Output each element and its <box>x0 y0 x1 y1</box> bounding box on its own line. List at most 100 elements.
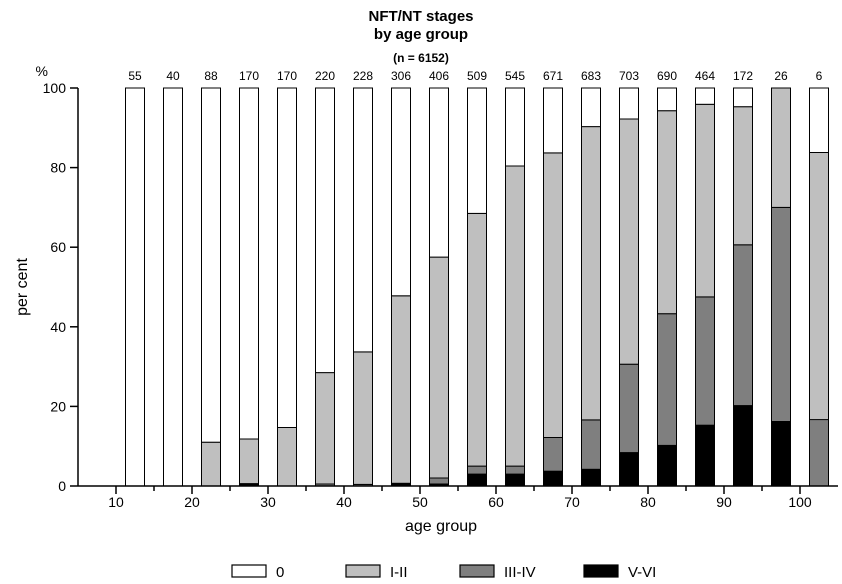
bar-segment-i-ii-13 <box>581 126 601 421</box>
bar-count-label: 170 <box>239 69 259 83</box>
legend-label: V-VI <box>628 564 656 581</box>
bar-count-label: 26 <box>774 69 788 83</box>
legend-swatch <box>459 564 495 578</box>
bar-segment-0-15 <box>657 87 677 112</box>
legend-label: 0 <box>276 564 284 581</box>
y-tick-label: 100 <box>43 80 67 96</box>
bar-segment-iii-iv-17 <box>733 244 753 407</box>
bar-count-label: 690 <box>657 69 677 83</box>
bar-segment-v-vi-13 <box>581 468 601 487</box>
legend-item-0: 0 <box>231 564 284 581</box>
bar-count-label: 172 <box>733 69 753 83</box>
bar-segment-0-3 <box>201 87 221 443</box>
bar-count-label: 40 <box>166 69 180 83</box>
x-tick-label: 10 <box>108 494 124 510</box>
bar-segment-iii-iv-19 <box>809 419 829 487</box>
bar-count-label: 88 <box>204 69 218 83</box>
bar-count-label: 509 <box>467 69 487 83</box>
legend-swatch <box>345 564 381 578</box>
bar-segment-iii-iv-16 <box>695 296 715 426</box>
bar-segment-v-vi-11 <box>505 473 525 487</box>
x-tick-label: 40 <box>336 494 352 510</box>
bar-count-label: 55 <box>128 69 142 83</box>
bar-segment-0-19 <box>809 87 829 153</box>
bar-segment-0-4 <box>239 87 259 440</box>
bar-count-label: 671 <box>543 69 563 83</box>
bar-count-label: 170 <box>277 69 297 83</box>
chart-subtitle: by age group <box>373 26 469 43</box>
sample-size-label: (n = 6152) <box>393 51 449 65</box>
bar-segment-0-6 <box>315 87 335 374</box>
legend-swatch <box>583 564 619 578</box>
x-tick-label: 90 <box>716 494 732 510</box>
bar-segment-i-ii-16 <box>695 103 715 298</box>
bar-count-label: 228 <box>353 69 373 83</box>
bar-segment-v-vi-18 <box>771 421 791 487</box>
bar-segment-i-ii-12 <box>543 152 563 438</box>
legend-label: I-II <box>390 564 408 581</box>
bar-segment-i-ii-18 <box>771 87 791 208</box>
bar-count-label: 703 <box>619 69 639 83</box>
bar-segment-v-vi-14 <box>619 452 639 487</box>
x-tick-label: 70 <box>564 494 580 510</box>
x-tick-label: 80 <box>640 494 656 510</box>
y-unit-label: % <box>36 63 48 79</box>
bar-count-label: 220 <box>315 69 335 83</box>
legend-label: III-IV <box>504 564 536 581</box>
x-axis-title: age group <box>405 518 477 535</box>
bar-segment-0-1 <box>125 87 145 487</box>
bar-count-label: 464 <box>695 69 715 83</box>
bar-segment-0-14 <box>619 87 639 120</box>
bar-count-label: 306 <box>391 69 411 83</box>
bar-segment-i-ii-5 <box>277 427 297 487</box>
bar-segment-i-ii-4 <box>239 438 259 485</box>
bar-segment-i-ii-11 <box>505 165 525 467</box>
bar-segment-0-2 <box>163 87 183 487</box>
y-tick-label: 80 <box>50 160 66 176</box>
bar-count-label: 683 <box>581 69 601 83</box>
x-tick-label: 50 <box>412 494 428 510</box>
bar-segment-0-13 <box>581 87 601 128</box>
bar-segment-0-5 <box>277 87 297 428</box>
bar-segment-0-10 <box>467 87 487 214</box>
bar-count-label: 545 <box>505 69 525 83</box>
x-tick-label: 30 <box>260 494 276 510</box>
bar-segment-iii-iv-9 <box>429 477 449 485</box>
bar-segment-i-ii-8 <box>391 295 411 484</box>
legend-item-v-vi: V-VI <box>583 564 656 581</box>
legend-swatch <box>231 564 267 578</box>
bar-segment-i-ii-14 <box>619 118 639 365</box>
x-tick-label: 60 <box>488 494 504 510</box>
bar-count-label: 406 <box>429 69 449 83</box>
bar-segment-i-ii-9 <box>429 256 449 479</box>
y-axis-title: per cent <box>14 258 31 316</box>
chart-title: NFT/NT stages <box>368 8 474 25</box>
bar-segment-i-ii-6 <box>315 372 335 485</box>
bar-segment-iii-iv-12 <box>543 436 563 472</box>
bar-segment-v-vi-12 <box>543 470 563 487</box>
bar-segment-v-vi-15 <box>657 444 677 487</box>
bar-segment-iii-iv-18 <box>771 206 791 422</box>
bar-segment-0-11 <box>505 87 525 167</box>
x-tick-label: 100 <box>788 494 812 510</box>
bar-segment-i-ii-7 <box>353 351 373 485</box>
bar-segment-iii-iv-13 <box>581 419 601 470</box>
bar-segment-0-12 <box>543 87 563 154</box>
bar-segment-i-ii-3 <box>201 441 221 487</box>
bar-count-label: 6 <box>816 69 823 83</box>
bar-segment-0-9 <box>429 87 449 258</box>
x-tick-label: 20 <box>184 494 200 510</box>
bar-segment-0-17 <box>733 87 753 108</box>
bar-segment-0-16 <box>695 87 715 105</box>
legend-item-i-ii: I-II <box>345 564 408 581</box>
bar-segment-iii-iv-10 <box>467 465 487 475</box>
bar-segment-iii-iv-14 <box>619 363 639 454</box>
bar-segment-0-7 <box>353 87 373 353</box>
bar-segment-v-vi-10 <box>467 473 487 487</box>
bar-segment-0-8 <box>391 87 411 297</box>
bar-segment-i-ii-15 <box>657 110 677 315</box>
bar-segment-i-ii-19 <box>809 152 829 421</box>
bar-segment-v-vi-16 <box>695 424 715 487</box>
